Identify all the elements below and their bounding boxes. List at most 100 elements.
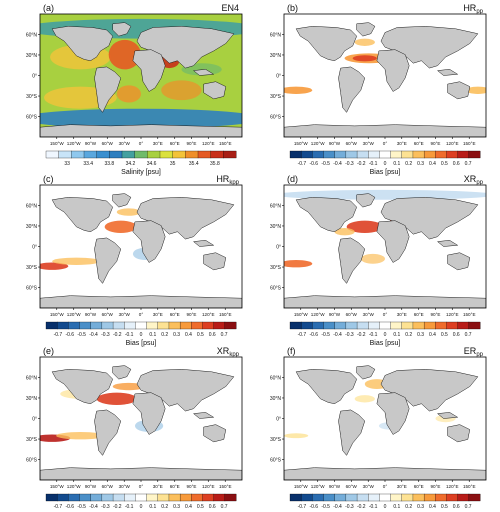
lon-label: 90°W: [85, 141, 97, 146]
colorbar-swatch: [289, 321, 302, 330]
field-anomaly: [352, 55, 377, 62]
colorbar-tick-label: 0: [140, 504, 143, 510]
lon-label: 150°W: [294, 484, 309, 489]
colorbar-swatch: [379, 493, 392, 502]
lon-label: 120°E: [446, 312, 459, 317]
lon-label: 30°E: [397, 141, 407, 146]
colorbar-swatch: [185, 150, 199, 159]
field-anomaly: [112, 382, 146, 391]
lon-label: 150°W: [50, 484, 65, 489]
land-indonesia: [192, 412, 215, 419]
colorbar-tick-label: -0.2: [357, 332, 366, 338]
lon-label: 90°W: [329, 312, 341, 317]
lat-label: 0°: [32, 245, 37, 251]
land-africa: [376, 392, 410, 435]
colorbar-swatch: [71, 150, 85, 159]
panel-title: EN4: [221, 3, 239, 13]
lat-label: 30°N: [270, 396, 282, 402]
lon-label: 60°E: [170, 141, 180, 146]
colorbar-tick-label: -0.1: [369, 504, 378, 510]
map-panel-6: (f) ERpp 60°N 30°N 0° 30°S 60°S 150°W 120°W 90°W 6…: [270, 346, 487, 510]
colorbar-swatch: [446, 150, 459, 159]
colorbar-swatch: [334, 493, 347, 502]
land-africa: [132, 49, 166, 92]
colorbar-tick-label: -0.3: [101, 332, 110, 338]
panel-title: HRpp: [463, 3, 483, 15]
lon-label: 30°E: [153, 312, 163, 317]
lon-label: 0°: [139, 141, 144, 146]
field-anomaly: [354, 395, 375, 403]
lat-label: 0°: [32, 417, 37, 423]
field-anomaly: [284, 189, 486, 200]
lon-label: 90°W: [85, 312, 97, 317]
field-anomaly: [40, 262, 69, 270]
colorbar-tick-label: 0.4: [185, 504, 192, 510]
field-anomaly: [40, 108, 242, 129]
colorbar-tick-label: 34.6: [147, 161, 157, 167]
land-australia: [203, 81, 227, 100]
colorbar-tick-label: -0.6: [309, 161, 318, 167]
colorbar: 33 33.4 33.8 34.2 34.6 35 35.4 35.8 Salinity [ps…: [45, 150, 237, 176]
colorbar-tick-label: 0.5: [197, 332, 204, 338]
map-area: [40, 185, 242, 308]
map-area: [284, 14, 486, 137]
lon-label: 120°W: [311, 484, 326, 489]
colorbar-swatch: [135, 493, 148, 502]
lat-label: 60°N: [26, 204, 38, 210]
land-northAmerica: [51, 26, 113, 61]
panel-tag: (b): [287, 3, 298, 13]
colorbar-tick-label: 0.2: [161, 504, 168, 510]
colorbar-tick-label: 0: [384, 161, 387, 167]
colorbar-tick-label: -0.5: [321, 332, 330, 338]
lon-label: 60°W: [346, 312, 358, 317]
land-southAmerica: [338, 237, 366, 284]
lat-label: 30°S: [26, 265, 38, 271]
colorbar-tick-label: 34.2: [126, 161, 136, 167]
lon-label: 90°E: [186, 312, 196, 317]
land-southAmerica: [338, 66, 366, 113]
field-anomaly: [161, 80, 202, 101]
colorbar-swatch: [379, 321, 392, 330]
colorbar-swatch: [109, 150, 123, 159]
lon-label: 150°E: [463, 312, 476, 317]
lon-label: 120°E: [202, 141, 215, 146]
land-northAmerica: [295, 369, 357, 404]
colorbar-tick-label: -0.4: [333, 161, 342, 167]
colorbar-swatch: [401, 493, 414, 502]
lon-label: 90°W: [329, 141, 341, 146]
lat-label: 0°: [32, 74, 37, 80]
map-area: [284, 357, 486, 480]
colorbar-swatch: [146, 493, 159, 502]
lat-label: 30°S: [270, 437, 282, 443]
colorbar-swatch: [57, 493, 69, 502]
colorbar-swatch: [213, 493, 226, 502]
land-southAmerica: [94, 409, 122, 456]
map-panel-4: (d) XRpp 60°N 30°N 0° 30°S 60°S 150°W 120°W 90°W 6…: [270, 174, 487, 347]
colorbar-tick-label: 0.6: [453, 504, 460, 510]
field-anomaly: [116, 208, 141, 216]
colorbar-swatch: [197, 150, 212, 159]
field-anomaly: [108, 39, 141, 70]
land-antarctica: [40, 467, 242, 480]
colorbar-swatch: [446, 493, 459, 502]
lon-label: 30°E: [397, 484, 407, 489]
colorbar-swatch: [101, 321, 114, 330]
land-northAmerica: [295, 197, 357, 232]
colorbar-swatch: [45, 150, 60, 159]
lon-label: 120°E: [202, 312, 215, 317]
lon-label: 60°W: [102, 141, 114, 146]
colorbar-swatch: [223, 150, 237, 159]
lat-label: 30°S: [270, 94, 282, 100]
map-panel-1: (a) EN4 60°N 30°N 0° 30°S 60°S 150°W 120°W 90°W 60…: [26, 3, 243, 176]
colorbar-swatch: [423, 321, 436, 330]
colorbar-tick-label: -0.3: [345, 504, 354, 510]
colorbar-tick-label: 0.2: [405, 161, 412, 167]
colorbar-tick-label: 0.4: [429, 161, 436, 167]
lon-label: 30°W: [363, 312, 375, 317]
land-africa: [132, 220, 166, 263]
lat-label: 30°N: [26, 224, 38, 230]
panel-title-sub: pp: [476, 352, 483, 358]
colorbar-swatch: [135, 321, 148, 330]
lon-label: 150°W: [50, 312, 65, 317]
lon-label: 30°E: [397, 312, 407, 317]
